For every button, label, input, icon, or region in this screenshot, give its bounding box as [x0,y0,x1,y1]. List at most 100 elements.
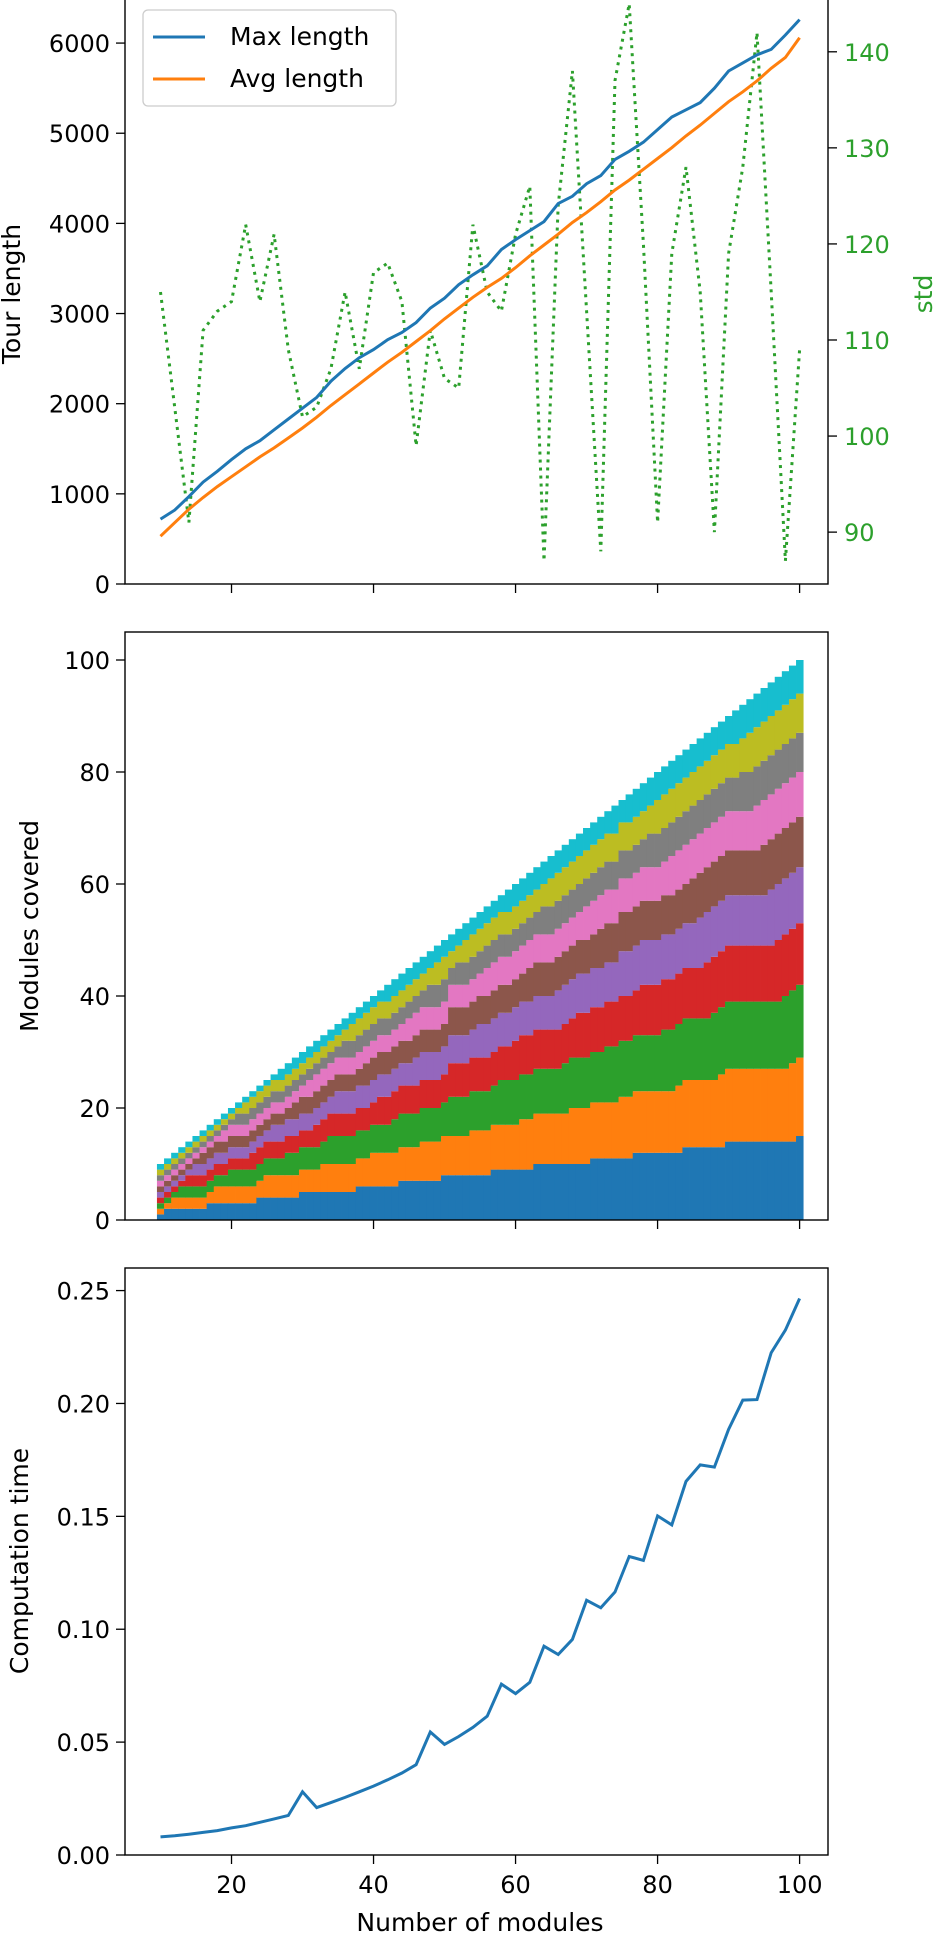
stack-segment-layer-4 [412,1085,421,1114]
stack-segment-layer-1 [284,1197,293,1220]
stack-segment-layer-4 [398,1085,406,1114]
stack-segment-layer-7 [192,1152,200,1159]
stack-segment-layer-9 [788,699,797,739]
stack-segment-layer-8 [313,1063,321,1075]
stack-segment-layer-10 [192,1136,200,1142]
stack-segment-layer-10 [440,940,449,957]
stack-segment-layer-4 [632,990,641,1036]
stack-segment-layer-3 [384,1124,392,1153]
stack-segment-layer-5 [348,1091,357,1114]
stack-segment-layer-8 [171,1164,179,1170]
stack-segment-layer-10 [547,856,556,879]
stack-segment-layer-2 [512,1124,520,1170]
stack-segment-layer-5 [512,1007,520,1041]
stack-segment-layer-7 [767,794,776,840]
stack-segment-layer-9 [320,1046,328,1058]
stack-segment-layer-2 [540,1113,548,1164]
stack-segment-layer-8 [710,788,719,823]
stack-segment-layer-5 [249,1141,257,1153]
stack-segment-layer-2 [462,1136,470,1176]
stack-segment-layer-1 [561,1164,570,1220]
stack-segment-layer-9 [732,744,740,778]
stack-segment-layer-1 [227,1203,236,1220]
stack-segment-layer-10 [277,1068,286,1080]
stack-segment-layer-1 [654,1152,662,1220]
stack-segment-layer-10 [668,760,676,789]
stack-segment-layer-5 [767,889,776,946]
stack-segment-layer-3 [199,1186,208,1198]
stack-segment-layer-4 [604,1001,612,1047]
stack-segment-layer-1 [476,1175,484,1220]
stack-segment-layer-9 [440,956,449,980]
stack-segment-layer-10 [284,1063,293,1075]
stack-segment-layer-1 [199,1208,208,1220]
stack-segment-layer-8 [440,979,449,1002]
stack-segment-layer-9 [554,872,563,901]
stack-segment-layer-10 [199,1130,208,1136]
stack-segment-layer-3 [377,1124,385,1153]
stack-segment-layer-7 [227,1124,236,1136]
stack-segment-layer-3 [753,1001,761,1069]
stack-segment-layer-4 [725,945,733,1002]
stack-segment-layer-9 [277,1080,286,1092]
stack-segment-layer-10 [739,704,747,739]
stack-segment-layer-6 [483,996,492,1024]
stack-segment-layer-9 [178,1152,186,1159]
stack-segment-layer-6 [611,923,619,963]
stack-segment-layer-9 [341,1029,350,1041]
stack-segment-layer-3 [242,1169,250,1187]
stack-segment-layer-4 [675,973,683,1024]
stack-segment-layer-3 [362,1130,371,1159]
stack-segment-layer-9 [519,900,527,924]
stack-segment-layer-10 [384,984,392,1002]
stack-segment-layer-4 [540,1029,548,1069]
stack-segment-layer-1 [277,1197,286,1220]
stack-segment-layer-8 [497,934,506,957]
stack-segment-layer-8 [689,805,698,840]
stack-segment-layer-4 [227,1158,236,1170]
stack-segment-layer-5 [171,1180,179,1187]
stack-segment-layer-3 [348,1136,357,1164]
stack-segment-layer-1 [568,1164,577,1220]
stack-segment-layer-2 [668,1091,676,1153]
stack-segment-layer-4 [781,934,790,996]
stack-segment-layer-3 [512,1080,520,1125]
stack-segment-layer-4 [369,1102,378,1125]
stack-segment-layer-6 [710,861,719,907]
stack-segment-layer-2 [156,1208,165,1215]
stack-segment-layer-9 [242,1102,250,1114]
stack-segment-layer-5 [732,895,740,946]
stack-segment-layer-6 [178,1169,186,1176]
stack-segment-layer-4 [732,945,740,1002]
stack-segment-layer-9 [270,1080,279,1092]
stack-segment-layer-3 [689,1018,698,1080]
stack-segment-layer-8 [590,872,598,901]
stack-segment-layer-8 [249,1108,257,1120]
stack-segment-layer-1 [639,1152,648,1220]
stack-segment-layer-9 [646,805,655,834]
stack-segment-layer-8 [767,755,776,795]
stack-segment-layer-6 [547,962,556,996]
stack-segment-layer-8 [405,1001,413,1019]
stack-segment-layer-1 [298,1192,307,1220]
stack-segment-layer-10 [213,1119,222,1125]
stack-segment-layer-4 [561,1024,570,1064]
stack-segment-layer-9 [306,1057,314,1069]
stack-segment-layer-9 [668,788,676,823]
stack-segment-layer-3 [164,1197,172,1204]
stack-segment-layer-5 [291,1119,300,1136]
stack-segment-layer-8 [739,772,747,812]
stack-segment-layer-9 [355,1018,364,1036]
stack-segment-layer-9 [164,1164,172,1170]
stack-segment-layer-3 [469,1091,477,1131]
stack-segment-layer-6 [476,996,484,1024]
stack-segment-layer-3 [405,1113,413,1148]
stack-segment-layer-1 [490,1169,499,1220]
stack-segment-layer-9 [632,816,641,845]
panel-modules-covered: 0 20 40 60 80 100 Modules covered [15,631,829,1235]
stack-segment-layer-10 [604,811,612,834]
stack-segment-layer-4 [760,945,769,1002]
stack-segment-layer-4 [490,1052,499,1086]
stack-segment-layer-2 [568,1108,577,1164]
stack-segment-layer-7 [590,900,598,935]
